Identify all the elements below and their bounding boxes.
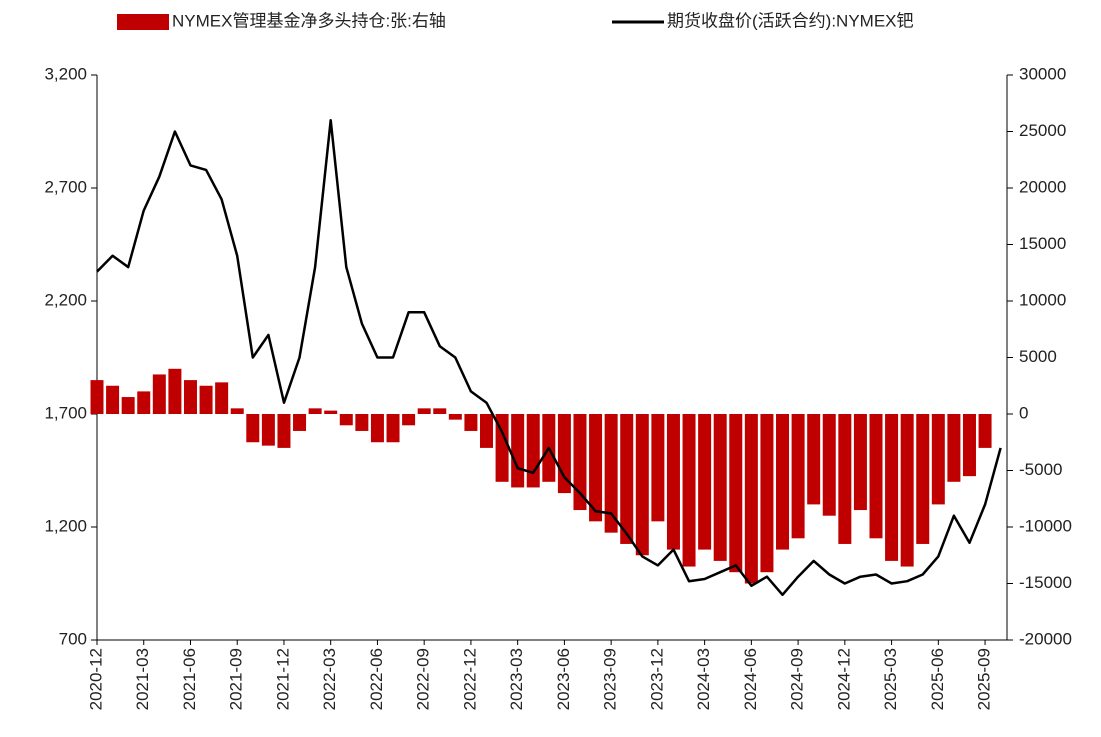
bar bbox=[261, 414, 275, 446]
bar bbox=[729, 414, 743, 573]
bar bbox=[152, 374, 166, 414]
y2-tick-label: 20000 bbox=[1019, 177, 1066, 196]
bar bbox=[713, 414, 727, 561]
bar bbox=[433, 408, 447, 414]
bar bbox=[511, 414, 525, 488]
x-tick-label: 2022-03 bbox=[320, 648, 339, 710]
bar bbox=[324, 410, 338, 414]
bar bbox=[293, 414, 307, 431]
bar bbox=[666, 414, 680, 550]
bar bbox=[962, 414, 976, 477]
x-tick-label: 2024-12 bbox=[834, 648, 853, 710]
bar bbox=[744, 414, 758, 584]
bar bbox=[760, 414, 774, 573]
bar bbox=[106, 385, 120, 414]
bar bbox=[900, 414, 914, 567]
bar bbox=[339, 414, 353, 426]
x-tick-label: 2023-06 bbox=[554, 648, 573, 710]
y-tick-label: 2,200 bbox=[44, 290, 87, 309]
bar bbox=[168, 368, 182, 414]
x-tick-label: 2022-12 bbox=[460, 648, 479, 710]
legend-label: NYMEX管理基金净多头持仓:张:右轴 bbox=[172, 11, 446, 30]
y2-tick-label: 5000 bbox=[1019, 347, 1057, 366]
bar bbox=[651, 414, 665, 522]
x-tick-label: 2020-12 bbox=[86, 648, 105, 710]
y2-tick-label: 15000 bbox=[1019, 234, 1066, 253]
bar bbox=[526, 414, 540, 488]
bar bbox=[277, 414, 291, 448]
x-tick-label: 2024-09 bbox=[788, 648, 807, 710]
x-tick-label: 2022-09 bbox=[414, 648, 433, 710]
bar bbox=[885, 414, 899, 561]
x-tick-label: 2021-12 bbox=[273, 648, 292, 710]
y2-tick-label: -10000 bbox=[1019, 516, 1072, 535]
bar bbox=[635, 414, 649, 556]
bar bbox=[355, 414, 369, 431]
bar bbox=[776, 414, 790, 550]
x-tick-label: 2024-06 bbox=[741, 648, 760, 710]
y-tick-label: 1,200 bbox=[44, 516, 87, 535]
bar bbox=[137, 391, 151, 414]
bar bbox=[90, 380, 104, 414]
y2-tick-label: -5000 bbox=[1019, 460, 1062, 479]
bar bbox=[370, 414, 384, 443]
x-tick-label: 2025-06 bbox=[928, 648, 947, 710]
legend-swatch bbox=[117, 14, 169, 30]
bar bbox=[682, 414, 696, 567]
x-tick-label: 2023-12 bbox=[647, 648, 666, 710]
legend-label: 期货收盘价(活跃合约):NYMEX钯 bbox=[667, 11, 914, 30]
x-tick-label: 2021-09 bbox=[227, 648, 246, 710]
bar bbox=[791, 414, 805, 539]
bar bbox=[838, 414, 852, 544]
bar bbox=[402, 414, 416, 426]
bar bbox=[573, 414, 587, 511]
bar bbox=[947, 414, 961, 482]
x-tick-label: 2023-09 bbox=[601, 648, 620, 710]
y2-tick-label: 30000 bbox=[1019, 64, 1066, 83]
x-tick-label: 2025-03 bbox=[881, 648, 900, 710]
bar bbox=[308, 408, 322, 414]
price-line bbox=[96, 118, 1002, 597]
x-tick-label: 2021-06 bbox=[180, 648, 199, 710]
bar bbox=[230, 408, 244, 414]
x-tick-label: 2023-03 bbox=[507, 648, 526, 710]
y-tick-label: 3,200 bbox=[44, 64, 87, 83]
bar bbox=[931, 414, 945, 505]
bar bbox=[199, 385, 213, 414]
y2-tick-label: -20000 bbox=[1019, 629, 1072, 648]
y-tick-label: 700 bbox=[59, 629, 87, 648]
x-tick-label: 2025-09 bbox=[975, 648, 994, 710]
y-tick-label: 2,700 bbox=[44, 177, 87, 196]
x-tick-label: 2021-03 bbox=[133, 648, 152, 710]
bar bbox=[121, 397, 135, 414]
bar bbox=[417, 408, 431, 414]
x-tick-label: 2022-06 bbox=[367, 648, 386, 710]
y2-tick-label: -15000 bbox=[1019, 573, 1072, 592]
bar bbox=[869, 414, 883, 539]
bar bbox=[215, 382, 229, 414]
bar bbox=[589, 414, 603, 522]
x-tick-label: 2024-03 bbox=[694, 648, 713, 710]
y2-tick-label: 25000 bbox=[1019, 121, 1066, 140]
bar bbox=[807, 414, 821, 505]
bar bbox=[620, 414, 634, 544]
bar bbox=[978, 414, 992, 448]
bar bbox=[604, 414, 618, 533]
bar bbox=[480, 414, 493, 448]
y2-tick-label: 0 bbox=[1019, 403, 1028, 422]
y2-tick-label: 10000 bbox=[1019, 290, 1066, 309]
bar bbox=[386, 414, 400, 443]
bar bbox=[464, 414, 478, 431]
bar bbox=[495, 414, 509, 482]
bar bbox=[822, 414, 836, 516]
bar bbox=[698, 414, 712, 550]
bar bbox=[916, 414, 930, 544]
bar bbox=[448, 414, 462, 420]
y-tick-label: 1,700 bbox=[44, 403, 87, 422]
bar bbox=[853, 414, 867, 511]
bar bbox=[246, 414, 260, 443]
bar bbox=[183, 380, 197, 414]
